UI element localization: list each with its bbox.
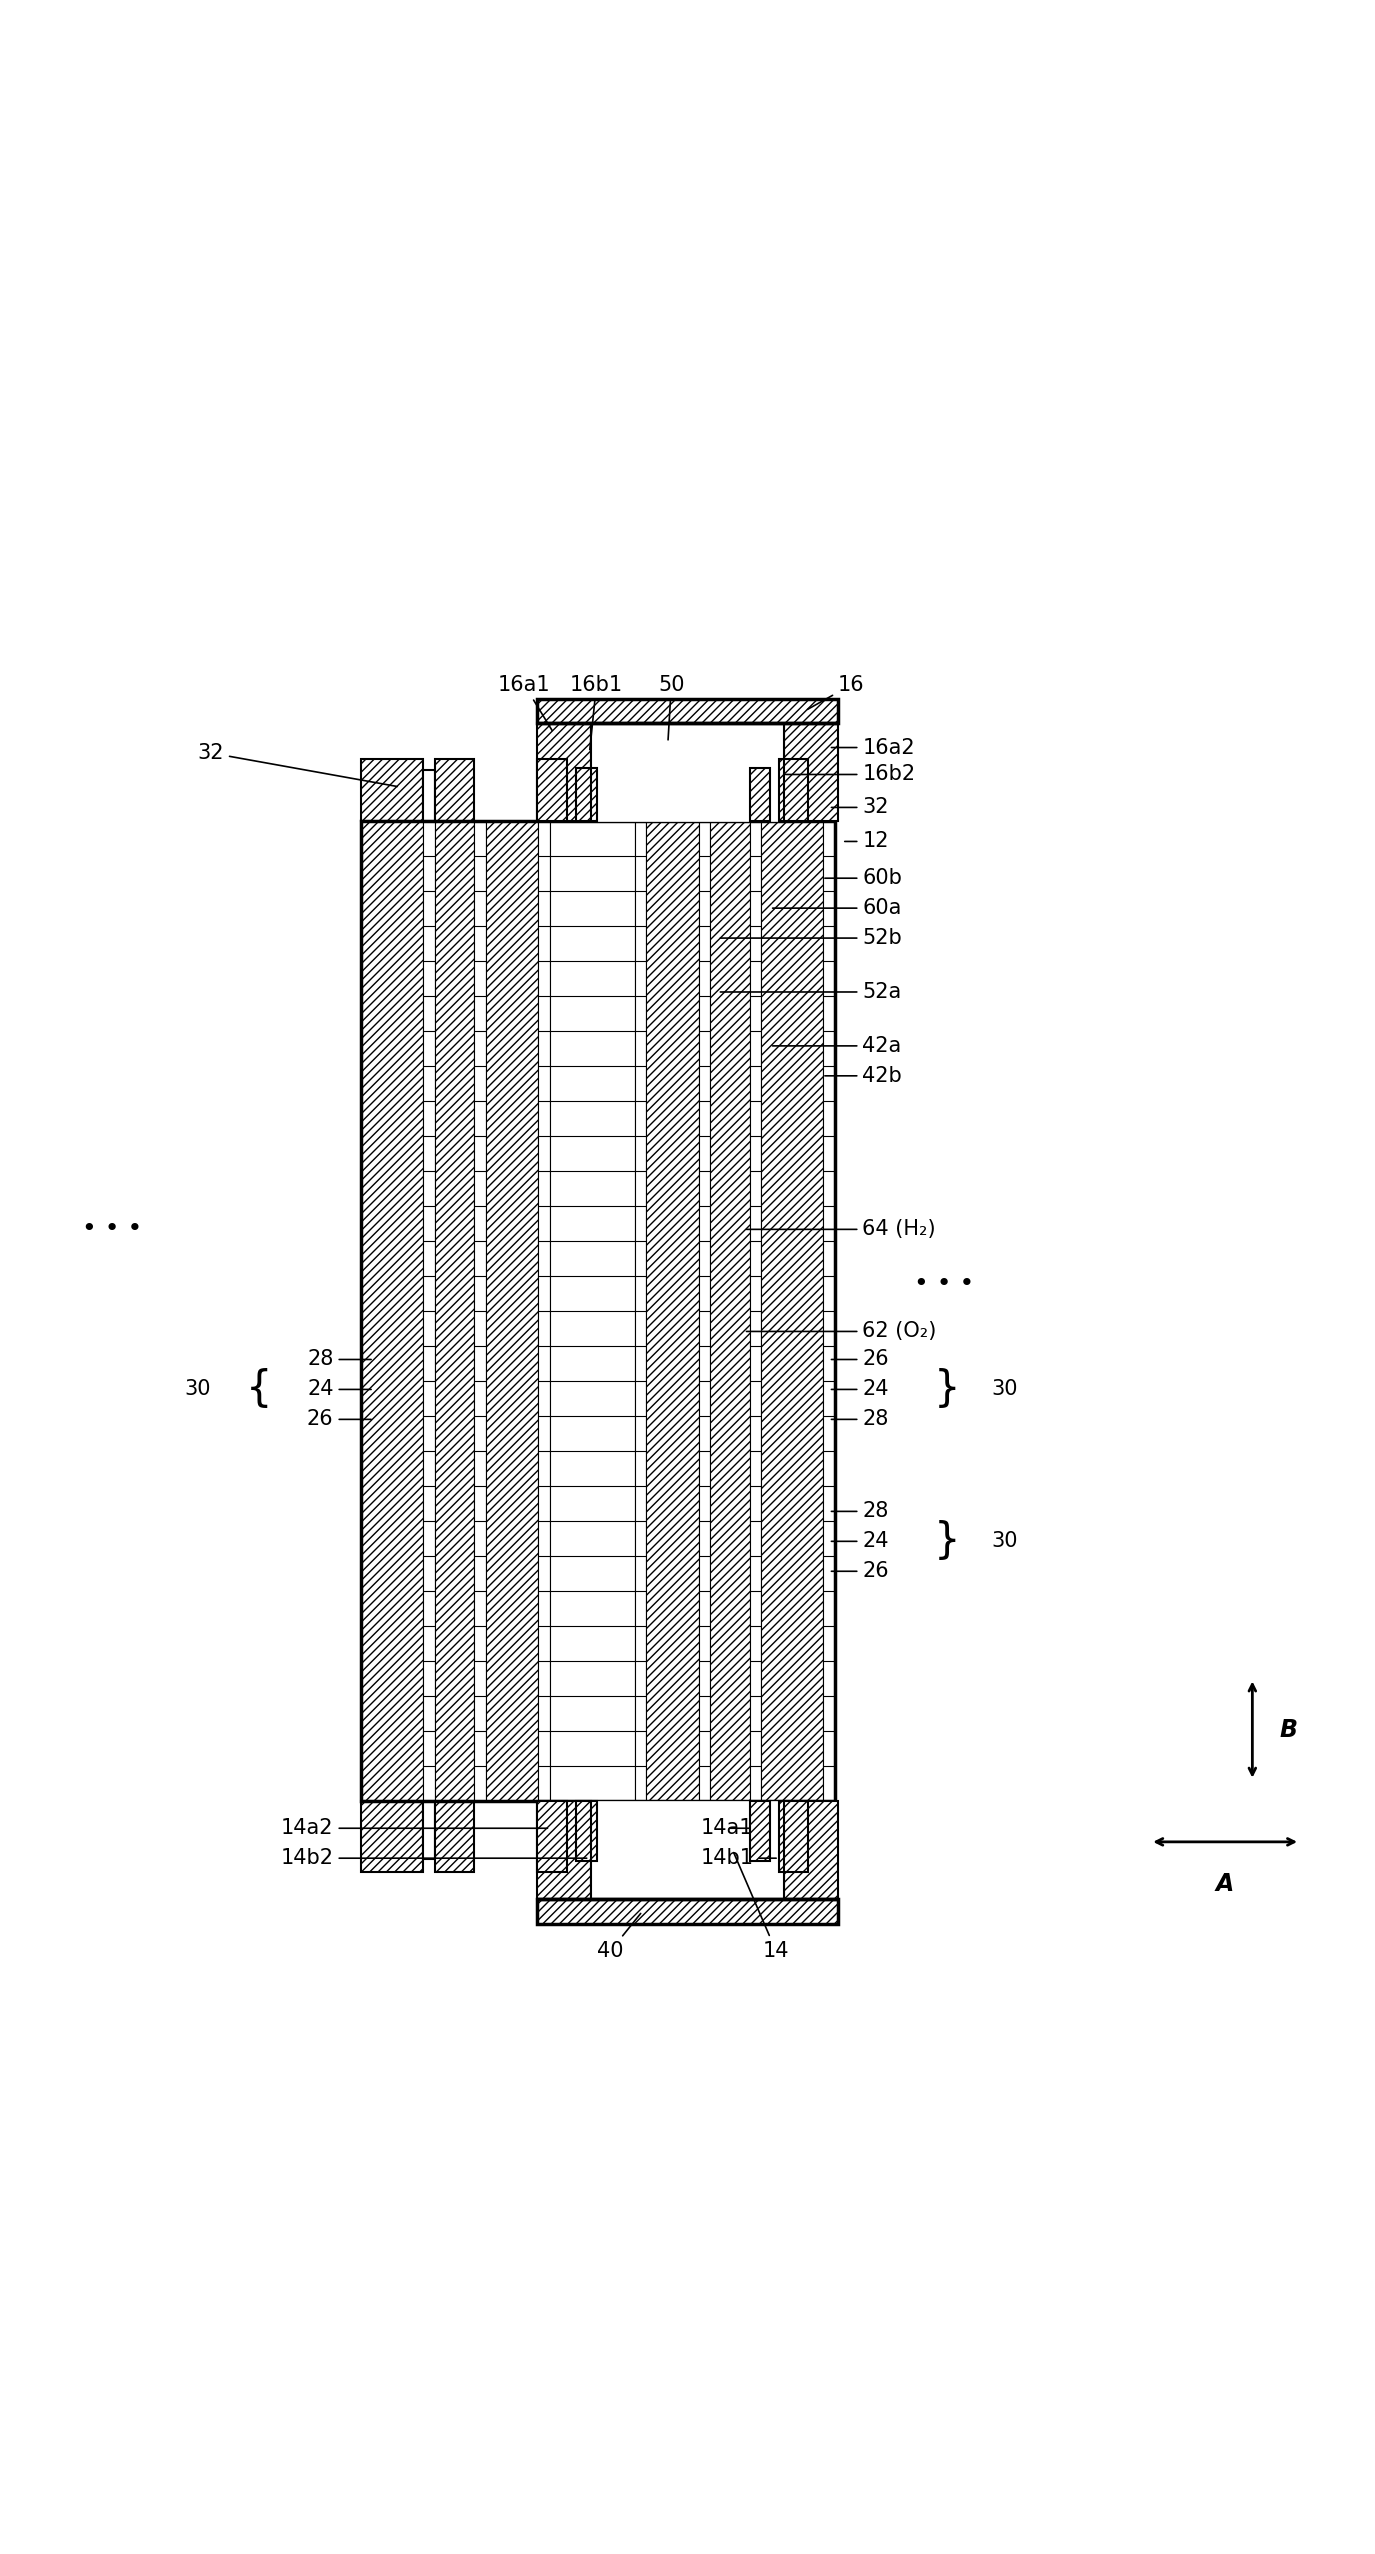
Text: {: { [246,1369,272,1410]
Bar [749,769,770,820]
Text: 14: 14 [734,1852,789,1961]
Text: 28: 28 [307,1349,371,1369]
Text: 14b2: 14b2 [280,1849,587,1867]
Bar [591,723,784,820]
Bar [698,820,711,1801]
Text: 16b1: 16b1 [569,674,623,751]
Text: }: } [934,1369,960,1410]
Bar [538,820,550,1801]
Bar [360,1801,424,1872]
Bar [434,759,474,820]
Text: A: A [1216,1872,1235,1895]
Text: 32: 32 [198,743,397,787]
Text: 26: 26 [832,1560,890,1581]
Bar [424,769,434,820]
Bar [576,769,597,820]
Text: 32: 32 [832,797,888,817]
Text: 50: 50 [659,674,685,741]
Bar [749,1801,770,1862]
Text: 30: 30 [991,1379,1018,1400]
Bar [749,820,762,1801]
Text: 62 (O₂): 62 (O₂) [747,1320,936,1341]
Text: 52a: 52a [720,981,902,1001]
Text: 60a: 60a [773,899,902,917]
Bar [424,1801,434,1859]
Bar [538,1801,566,1872]
Text: 16: 16 [807,674,865,710]
Bar [474,820,485,1801]
Text: 52b: 52b [720,927,902,948]
Text: 40: 40 [597,1913,641,1961]
Text: 26: 26 [832,1349,890,1369]
Bar [360,820,424,1801]
Text: 24: 24 [307,1379,371,1400]
Bar [646,820,698,1801]
Bar [538,700,837,723]
Text: 14a1: 14a1 [701,1818,754,1839]
Bar [538,1801,591,1900]
Text: 42b: 42b [825,1065,902,1085]
Bar [591,1801,784,1900]
Bar [711,820,749,1801]
Text: 64 (H₂): 64 (H₂) [747,1218,936,1239]
Bar [360,820,835,1801]
Text: • • •: • • • [914,1272,973,1295]
Bar [784,723,837,820]
Bar [824,820,835,1801]
Bar [485,820,538,1801]
Text: 26: 26 [307,1410,371,1430]
Bar [538,723,591,820]
Text: 30: 30 [991,1532,1018,1550]
Bar [538,1900,837,1923]
Bar [360,759,424,820]
Bar [434,1801,474,1872]
Text: 12: 12 [844,833,888,850]
Text: B: B [1280,1719,1298,1742]
Bar [762,820,824,1801]
Text: 16a2: 16a2 [832,738,914,759]
Bar [784,1801,837,1900]
Text: • • •: • • • [82,1218,143,1241]
Bar [538,759,566,820]
Text: 14a2: 14a2 [280,1818,547,1839]
Bar [635,820,646,1801]
Bar [576,1801,597,1862]
Text: }: } [934,1520,960,1563]
Bar [780,1801,808,1872]
Bar [434,820,474,1801]
Bar [424,820,434,1801]
Text: 16b2: 16b2 [785,764,916,784]
Text: 30: 30 [184,1379,212,1400]
Text: 14b1: 14b1 [701,1849,777,1867]
Text: 16a1: 16a1 [498,674,553,730]
Bar [780,759,808,820]
Text: 42a: 42a [773,1037,902,1055]
Text: 24: 24 [832,1379,888,1400]
Text: 28: 28 [832,1410,888,1430]
Bar [550,820,635,1801]
Text: 60b: 60b [825,868,902,889]
Text: 28: 28 [832,1502,888,1522]
Text: 24: 24 [832,1532,888,1550]
